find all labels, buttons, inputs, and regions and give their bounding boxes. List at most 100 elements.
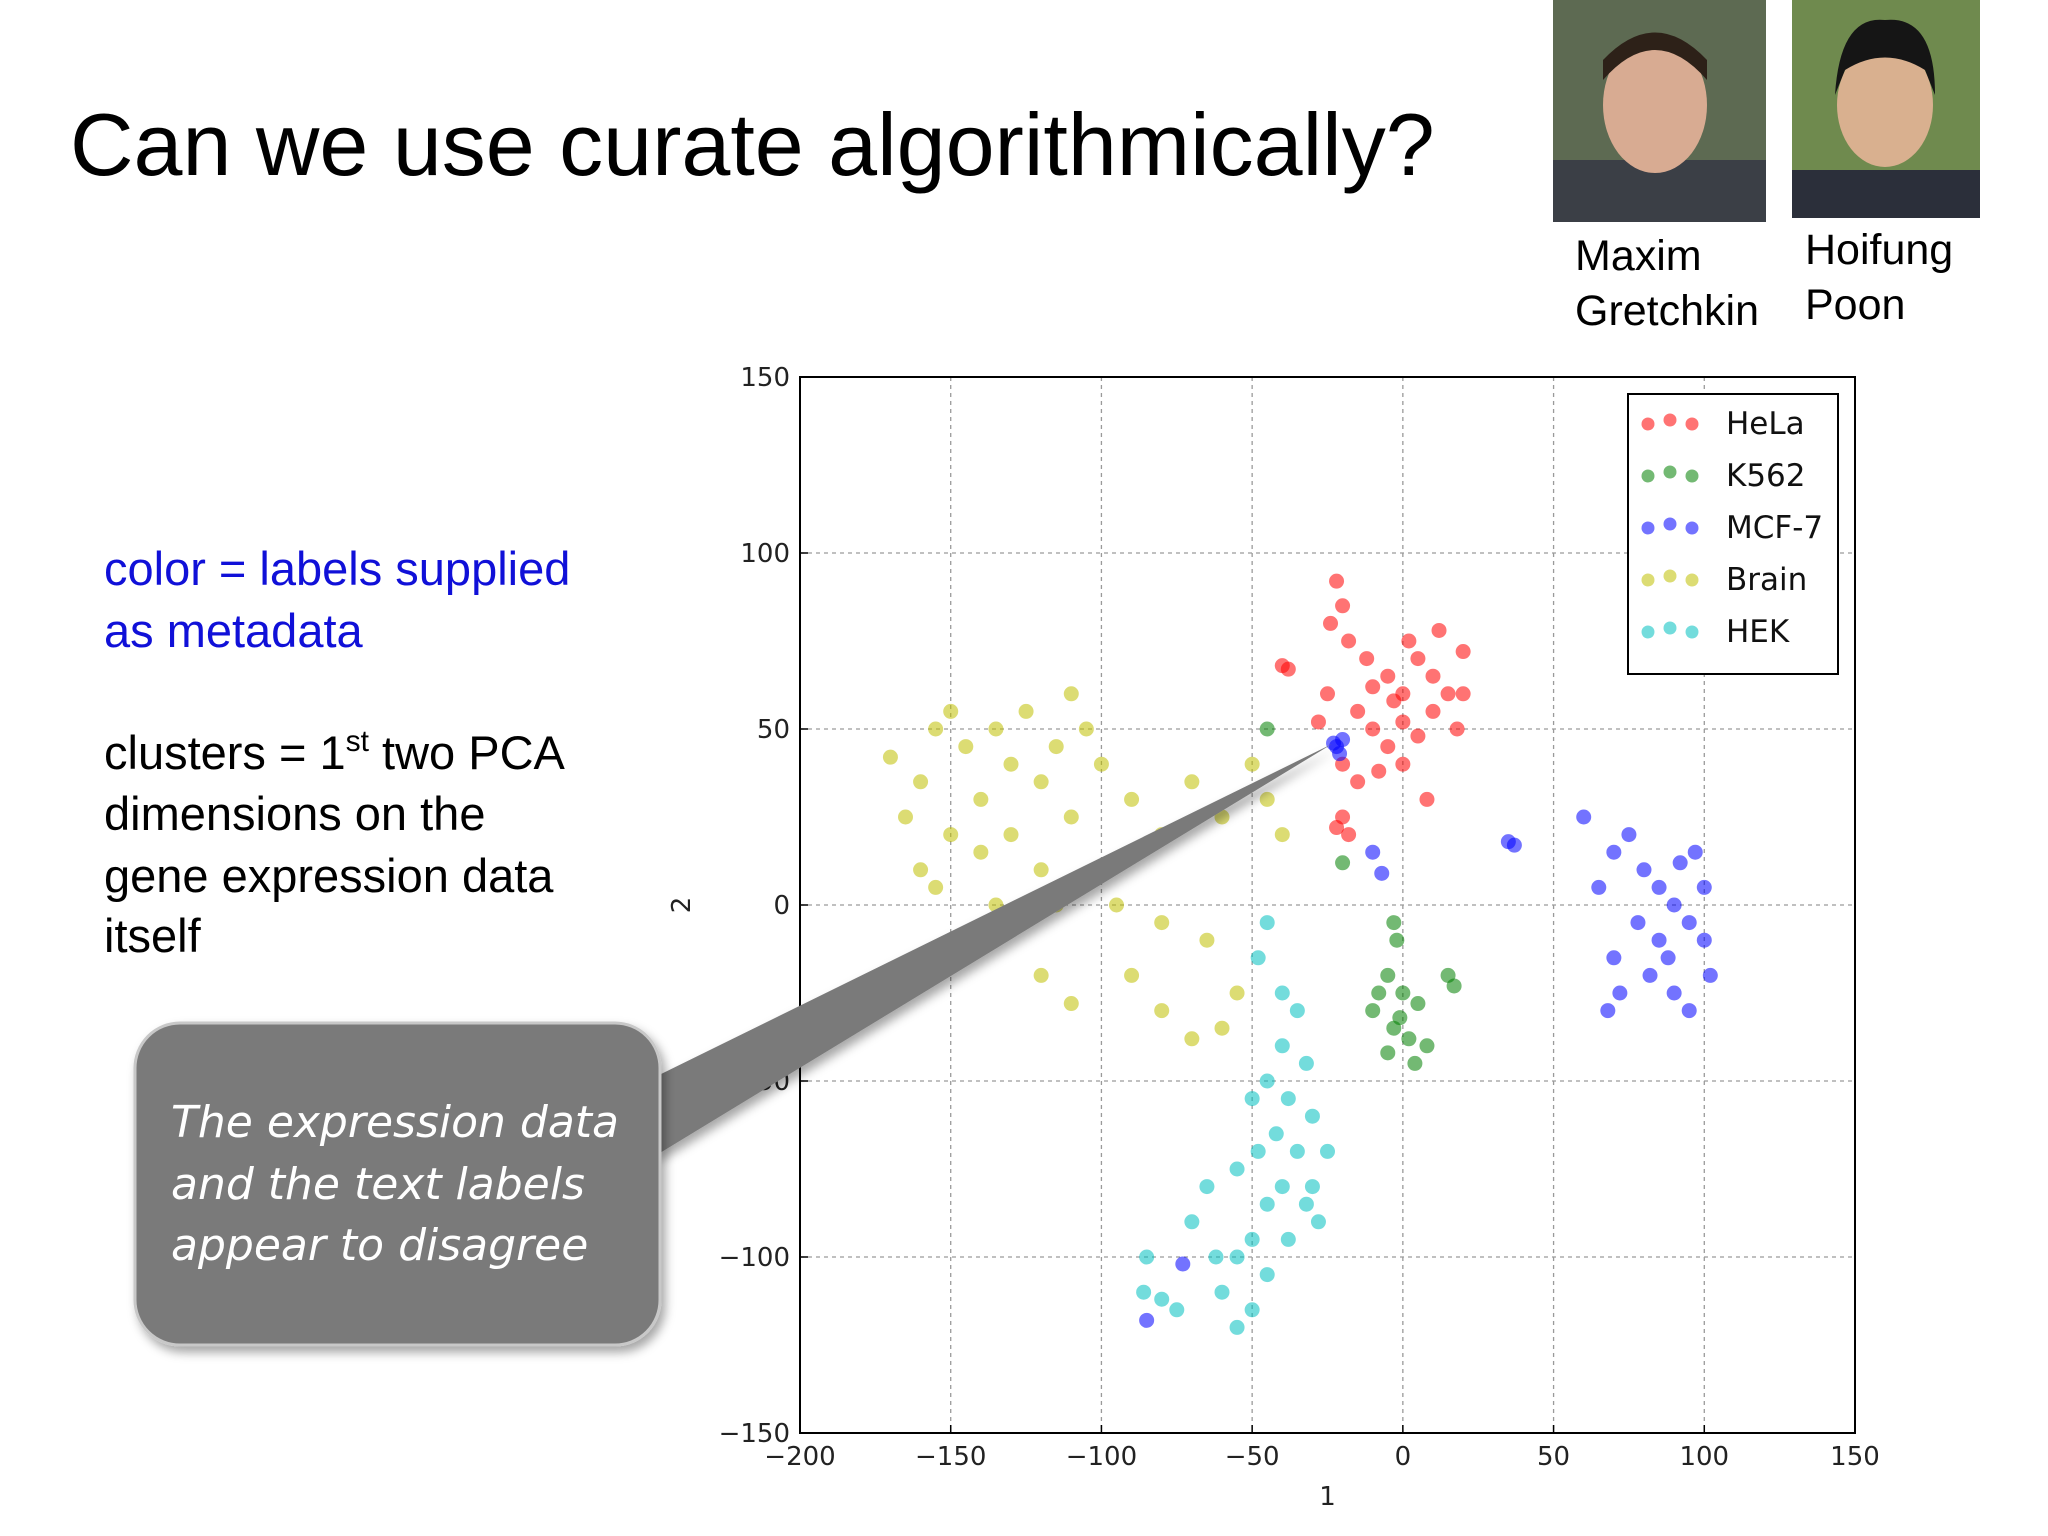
point xyxy=(1280,1091,1296,1107)
slide-title: Can we use curate algorithmically? xyxy=(70,95,1435,194)
series xyxy=(1259,721,1462,1071)
point xyxy=(1124,791,1140,807)
y-tick-label: 0 xyxy=(773,891,790,921)
point xyxy=(1063,686,1079,702)
point xyxy=(1229,1249,1245,1265)
point xyxy=(1280,661,1296,677)
point xyxy=(1386,693,1402,709)
point xyxy=(1320,686,1335,702)
point xyxy=(1696,932,1712,948)
series xyxy=(1136,915,1335,1335)
legend: HeLa K562 MCF-7 Brain HEK xyxy=(1627,393,1839,675)
x-tick-label: 50 xyxy=(1537,1442,1570,1472)
photo xyxy=(1553,0,1766,222)
legend-marker xyxy=(1663,517,1677,531)
point xyxy=(1298,1055,1314,1071)
plot-frame xyxy=(799,376,1856,1434)
point xyxy=(1380,967,1396,983)
legend-marker xyxy=(1641,625,1655,639)
point xyxy=(1310,1214,1326,1230)
person-name: Gretchkin xyxy=(1575,287,1759,335)
point xyxy=(1401,1031,1417,1047)
point xyxy=(1666,985,1682,1001)
note-text: color = labels supplied xyxy=(104,542,570,595)
point xyxy=(1359,651,1375,667)
point xyxy=(1591,879,1607,895)
point xyxy=(1612,985,1628,1001)
legend-marker xyxy=(1641,417,1655,431)
point xyxy=(1268,1126,1284,1142)
point xyxy=(1136,1284,1152,1300)
point xyxy=(1350,703,1366,719)
point xyxy=(913,862,929,878)
point xyxy=(1600,1003,1616,1019)
legend-label: Brain xyxy=(1726,562,1807,598)
point xyxy=(973,844,989,860)
point xyxy=(1410,728,1426,744)
point xyxy=(1380,739,1396,755)
legend-box xyxy=(1627,393,1839,675)
series xyxy=(1274,573,1471,843)
point xyxy=(1244,1302,1260,1318)
point xyxy=(1199,932,1215,948)
point xyxy=(928,721,944,737)
legend-marker xyxy=(1663,621,1677,635)
point xyxy=(1666,897,1682,913)
point xyxy=(1702,967,1718,983)
point xyxy=(1298,1196,1314,1212)
point xyxy=(1506,837,1522,853)
x-tick-label: −150 xyxy=(915,1442,986,1472)
photo xyxy=(1792,0,1980,218)
callout-pointer xyxy=(655,744,1332,1156)
point xyxy=(1274,827,1290,843)
point xyxy=(1642,967,1658,983)
person-name: Poon xyxy=(1805,281,1905,329)
person-name: Maxim xyxy=(1575,232,1702,280)
point xyxy=(1371,985,1387,1001)
point xyxy=(1329,820,1345,836)
y-tick-label: 100 xyxy=(740,539,790,569)
point xyxy=(1139,1249,1155,1265)
point xyxy=(1606,950,1622,966)
point xyxy=(1003,827,1019,843)
callout-box xyxy=(133,1021,662,1347)
point xyxy=(1033,967,1049,983)
point xyxy=(1687,844,1703,860)
point xyxy=(1184,774,1200,790)
point xyxy=(1154,1003,1170,1019)
legend-label: HeLa xyxy=(1726,406,1805,442)
point xyxy=(1093,756,1109,772)
point xyxy=(1229,985,1245,1001)
point xyxy=(1389,932,1405,948)
point xyxy=(1681,915,1697,931)
series xyxy=(1139,732,1718,1328)
point xyxy=(1636,862,1652,878)
point xyxy=(1304,1179,1320,1195)
point xyxy=(1326,735,1342,751)
y-axis-label: 2 xyxy=(667,897,697,914)
point xyxy=(1425,668,1441,684)
point xyxy=(1184,1031,1200,1047)
point xyxy=(1304,1108,1320,1124)
text-run: clusters = 1 xyxy=(104,726,346,779)
x-tick-label: 150 xyxy=(1830,1442,1880,1472)
legend-marker xyxy=(1685,573,1699,587)
point xyxy=(1244,1091,1260,1107)
point xyxy=(1335,598,1351,614)
point xyxy=(1425,703,1441,719)
point xyxy=(943,827,959,843)
point xyxy=(1310,714,1326,730)
legend-marker xyxy=(1685,469,1699,483)
point xyxy=(1696,879,1712,895)
point xyxy=(1410,996,1426,1012)
legend-marker xyxy=(1685,625,1699,639)
point xyxy=(1033,774,1049,790)
y-tick-label: −150 xyxy=(719,1419,790,1449)
y-tick-label: −100 xyxy=(719,1243,790,1273)
point xyxy=(1371,763,1387,779)
point xyxy=(1431,622,1447,638)
point xyxy=(1660,950,1676,966)
x-tick-label: −200 xyxy=(764,1442,835,1472)
point xyxy=(1274,1038,1290,1054)
point xyxy=(1651,879,1667,895)
